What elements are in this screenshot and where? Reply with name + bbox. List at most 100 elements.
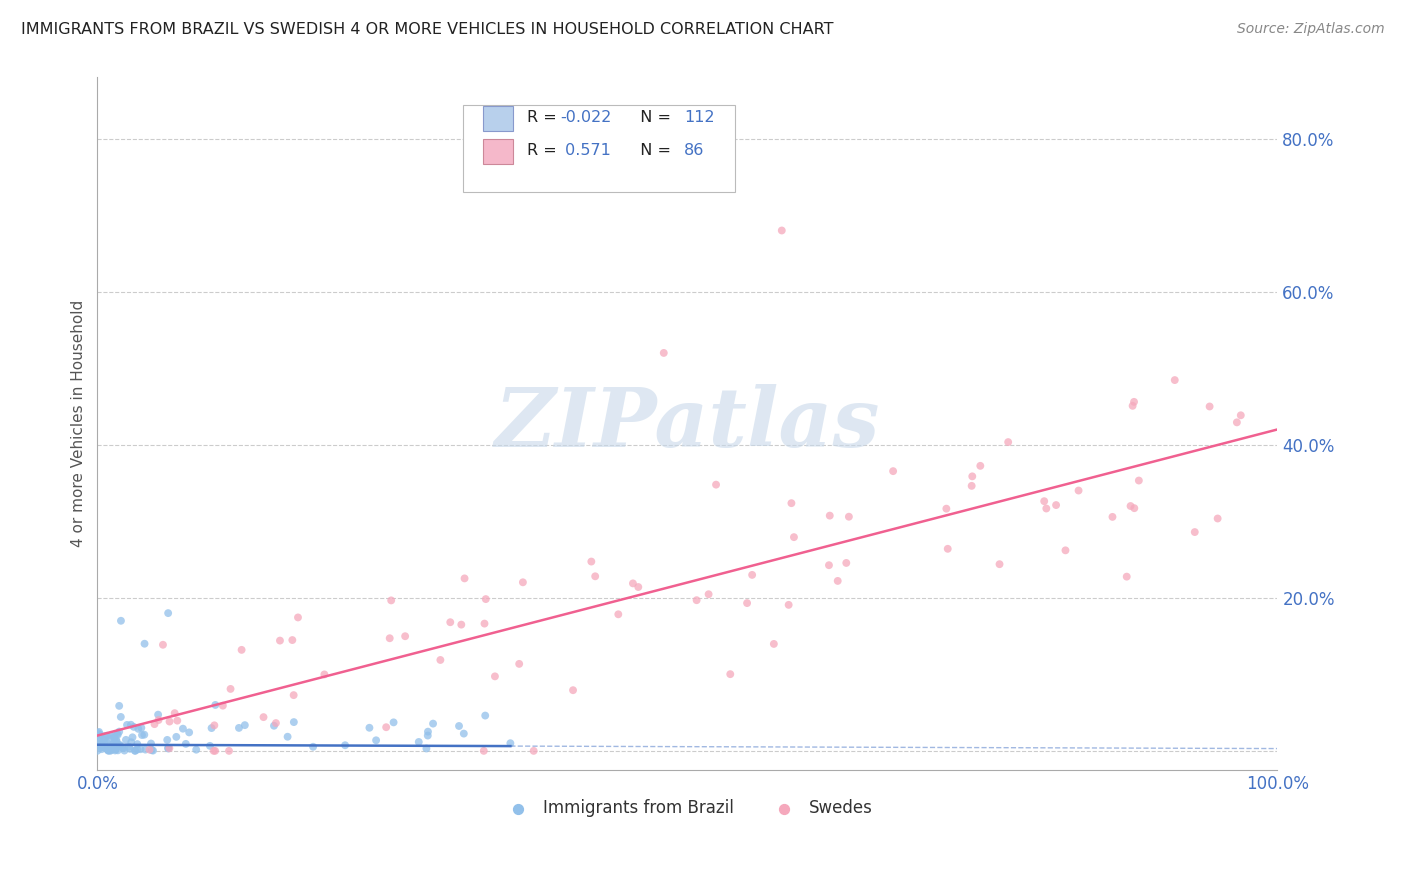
Point <box>218 744 240 758</box>
Point <box>104 739 127 753</box>
Point <box>93 732 115 747</box>
Text: R =: R = <box>527 110 562 125</box>
Point <box>1226 415 1249 429</box>
Point <box>105 727 128 741</box>
Point <box>281 633 304 648</box>
Point <box>146 707 169 722</box>
FancyBboxPatch shape <box>463 105 734 192</box>
Point <box>186 742 208 756</box>
Point <box>98 731 121 746</box>
Point <box>101 739 124 754</box>
Point <box>104 742 127 756</box>
Point <box>583 569 606 583</box>
Point <box>523 744 546 758</box>
Point <box>96 729 118 743</box>
Point <box>685 593 707 607</box>
Point <box>127 737 149 751</box>
Bar <box>484 106 513 131</box>
Point <box>134 637 156 651</box>
Point <box>93 736 115 750</box>
Point <box>115 718 138 732</box>
Point <box>936 541 959 556</box>
Point <box>302 739 325 754</box>
Point <box>453 571 475 585</box>
Point <box>96 742 118 756</box>
Point <box>697 587 720 601</box>
Point <box>231 643 253 657</box>
Point <box>166 714 188 728</box>
Point <box>94 729 117 743</box>
Point <box>124 744 146 758</box>
Point <box>783 530 806 544</box>
Point <box>89 734 111 748</box>
Point <box>283 688 305 702</box>
Point <box>87 726 110 740</box>
Point <box>472 744 495 758</box>
Point <box>127 722 149 736</box>
Point <box>1123 501 1146 516</box>
Point <box>94 740 117 755</box>
Point <box>110 710 132 724</box>
Point <box>287 610 309 624</box>
Point <box>108 738 131 752</box>
Point <box>174 737 197 751</box>
Point <box>1184 524 1206 539</box>
Point <box>90 739 112 754</box>
Point <box>134 742 156 756</box>
Point <box>97 742 120 756</box>
Point <box>818 558 841 573</box>
Point <box>107 728 129 742</box>
Point <box>100 743 122 757</box>
Text: IMMIGRANTS FROM BRAZIL VS SWEDISH 4 OR MORE VEHICLES IN HOUSEHOLD CORRELATION CH: IMMIGRANTS FROM BRAZIL VS SWEDISH 4 OR M… <box>21 22 834 37</box>
Point <box>142 743 165 757</box>
Point <box>314 667 336 681</box>
Point <box>741 568 763 582</box>
Point <box>475 592 498 607</box>
Point <box>1033 494 1056 508</box>
Point <box>112 741 135 756</box>
Point <box>1128 474 1150 488</box>
Point <box>652 346 675 360</box>
Point <box>508 657 530 671</box>
Point <box>165 730 187 744</box>
Point <box>101 737 124 751</box>
Point <box>1123 395 1146 409</box>
Point <box>277 730 299 744</box>
Point <box>474 708 496 723</box>
Point <box>416 724 439 739</box>
Point <box>212 698 235 713</box>
Point <box>103 729 125 743</box>
Text: N =: N = <box>630 143 676 158</box>
Point <box>969 458 991 473</box>
Point <box>108 698 131 713</box>
Point <box>90 742 112 756</box>
Point <box>1164 373 1187 387</box>
Point <box>202 744 225 758</box>
Point <box>97 742 120 756</box>
Point <box>112 743 135 757</box>
Point <box>415 741 437 756</box>
Point <box>89 731 111 746</box>
Point <box>118 739 141 754</box>
Text: 0.571: 0.571 <box>560 143 610 158</box>
Point <box>122 720 145 734</box>
Point <box>562 683 585 698</box>
Point <box>89 727 111 741</box>
Point <box>200 721 222 735</box>
Point <box>333 738 356 752</box>
Text: N =: N = <box>630 110 676 125</box>
Point <box>375 720 398 734</box>
Y-axis label: 4 or more Vehicles in Household: 4 or more Vehicles in Household <box>72 300 86 548</box>
Point <box>103 740 125 755</box>
Text: Source: ZipAtlas.com: Source: ZipAtlas.com <box>1237 22 1385 37</box>
Point <box>179 725 201 739</box>
Point <box>91 739 114 753</box>
Point <box>416 729 439 743</box>
Point <box>770 223 793 237</box>
Point <box>962 469 984 483</box>
Point <box>152 638 174 652</box>
Point <box>1122 399 1144 413</box>
Point <box>484 669 506 683</box>
Point <box>429 653 451 667</box>
Point <box>86 744 108 758</box>
